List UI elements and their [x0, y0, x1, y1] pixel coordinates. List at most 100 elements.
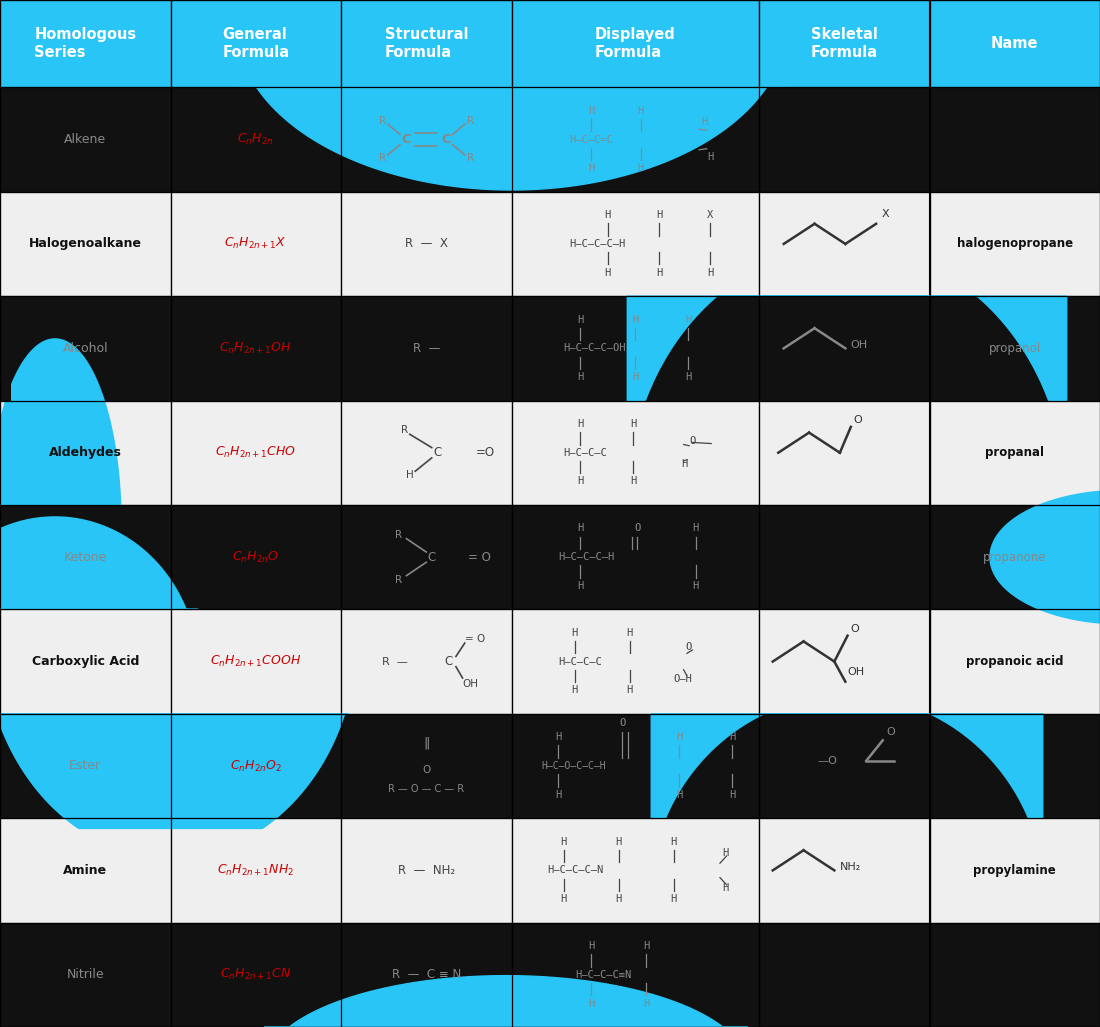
Text: $C_nH_{2n+1}CHO$: $C_nH_{2n+1}CHO$ [216, 445, 296, 460]
Text: H: H [588, 998, 594, 1009]
Text: H: H [605, 268, 610, 277]
Bar [759, 296, 929, 401]
Bar [0, 296, 170, 401]
Bar [170, 714, 341, 819]
Bar [341, 0, 512, 87]
Text: H—C—C=C: H—C—C=C [570, 135, 613, 145]
Text: H: H [644, 998, 649, 1009]
Text: H—C—C—C—H: H—C—C—C—H [570, 239, 626, 249]
Text: H: H [627, 627, 632, 638]
Bar [0, 87, 170, 192]
Text: Skeletal
Formula: Skeletal Formula [811, 28, 878, 60]
Text: C: C [402, 134, 411, 146]
Text: O: O [422, 765, 430, 775]
Text: H: H [729, 732, 735, 743]
Bar [0, 0, 170, 87]
Bar [512, 505, 759, 609]
Text: C: C [428, 550, 436, 564]
Text: Nitrile: Nitrile [66, 968, 104, 981]
Bar [341, 922, 512, 1027]
Text: =O: =O [475, 447, 495, 459]
Text: Homologous
Series: Homologous Series [34, 28, 136, 60]
Text: O—H: O—H [673, 674, 693, 684]
Text: H: H [572, 685, 578, 695]
Bar [341, 87, 512, 192]
Bar [341, 296, 512, 401]
Bar [341, 819, 512, 922]
Text: R: R [400, 425, 408, 435]
Text: = O: = O [469, 550, 491, 564]
Text: propylamine: propylamine [974, 864, 1056, 877]
Text: H: H [578, 314, 583, 325]
Text: H: H [632, 314, 638, 325]
Text: ‖: ‖ [422, 737, 430, 750]
Text: = O: = O [464, 634, 485, 644]
Bar [512, 714, 759, 819]
Text: NH₂: NH₂ [840, 863, 861, 872]
Bar [512, 296, 759, 401]
Bar [930, 505, 1100, 609]
Bar [0, 819, 170, 922]
Text: $C_nH_{2n+1}X$: $C_nH_{2n+1}X$ [224, 236, 287, 252]
Text: H: H [632, 372, 638, 382]
Text: R: R [378, 153, 386, 163]
Text: O: O [635, 524, 640, 533]
Text: Amine: Amine [63, 864, 108, 877]
Bar [170, 609, 341, 714]
Text: $C_nH_{2n}O_2$: $C_nH_{2n}O_2$ [230, 758, 282, 773]
Text: H: H [685, 314, 691, 325]
Text: $C_nH_{2n+1}NH_2$: $C_nH_{2n+1}NH_2$ [217, 863, 295, 878]
Text: H: H [729, 790, 735, 800]
Text: R  —  NH₂: R — NH₂ [398, 864, 454, 877]
Bar [930, 0, 1100, 87]
Text: X: X [881, 208, 889, 219]
Text: H: H [676, 790, 682, 800]
Text: H: H [657, 211, 662, 220]
Bar [0, 192, 170, 296]
Text: H: H [406, 470, 414, 481]
Text: H: H [605, 211, 610, 220]
Bar [341, 609, 512, 714]
Text: R — O — C — R: R — O — C — R [388, 784, 464, 794]
Text: O: O [619, 718, 625, 728]
Text: H: H [671, 895, 676, 904]
Text: R  —  C ≡ N: R — C ≡ N [392, 968, 461, 981]
Text: halogenopropane: halogenopropane [957, 237, 1072, 251]
Bar [170, 87, 341, 192]
Text: Carboxylic Acid: Carboxylic Acid [32, 655, 139, 668]
Text: H: H [578, 524, 583, 533]
Bar [0, 922, 170, 1027]
Polygon shape [0, 339, 121, 505]
Bar [759, 87, 929, 192]
Text: C: C [444, 655, 452, 668]
Text: H—C—C—C: H—C—C—C [559, 656, 602, 667]
Text: H: H [671, 837, 676, 846]
Text: propanal: propanal [986, 447, 1044, 459]
Bar [759, 714, 929, 819]
Bar [930, 296, 1100, 401]
Text: H: H [693, 524, 698, 533]
Bar [759, 505, 929, 609]
Text: H: H [556, 790, 561, 800]
Text: O: O [685, 642, 691, 652]
Text: R: R [395, 575, 403, 584]
Bar [512, 401, 759, 505]
Text: R: R [466, 153, 474, 163]
Text: H: H [723, 882, 728, 892]
Text: O: O [851, 624, 859, 635]
Bar [759, 401, 929, 505]
Bar [759, 922, 929, 1027]
Bar [512, 922, 759, 1027]
Text: R  —  X: R — X [405, 237, 448, 251]
Text: H: H [638, 163, 644, 174]
Text: H: H [556, 732, 561, 743]
Bar [759, 819, 929, 922]
Bar [512, 87, 759, 192]
Text: Ketone: Ketone [64, 550, 107, 564]
Bar [0, 505, 170, 609]
Text: H: H [578, 477, 583, 487]
Polygon shape [0, 517, 198, 609]
Text: H: H [588, 163, 594, 174]
Text: propanol: propanol [989, 342, 1041, 354]
Text: H: H [723, 848, 728, 859]
